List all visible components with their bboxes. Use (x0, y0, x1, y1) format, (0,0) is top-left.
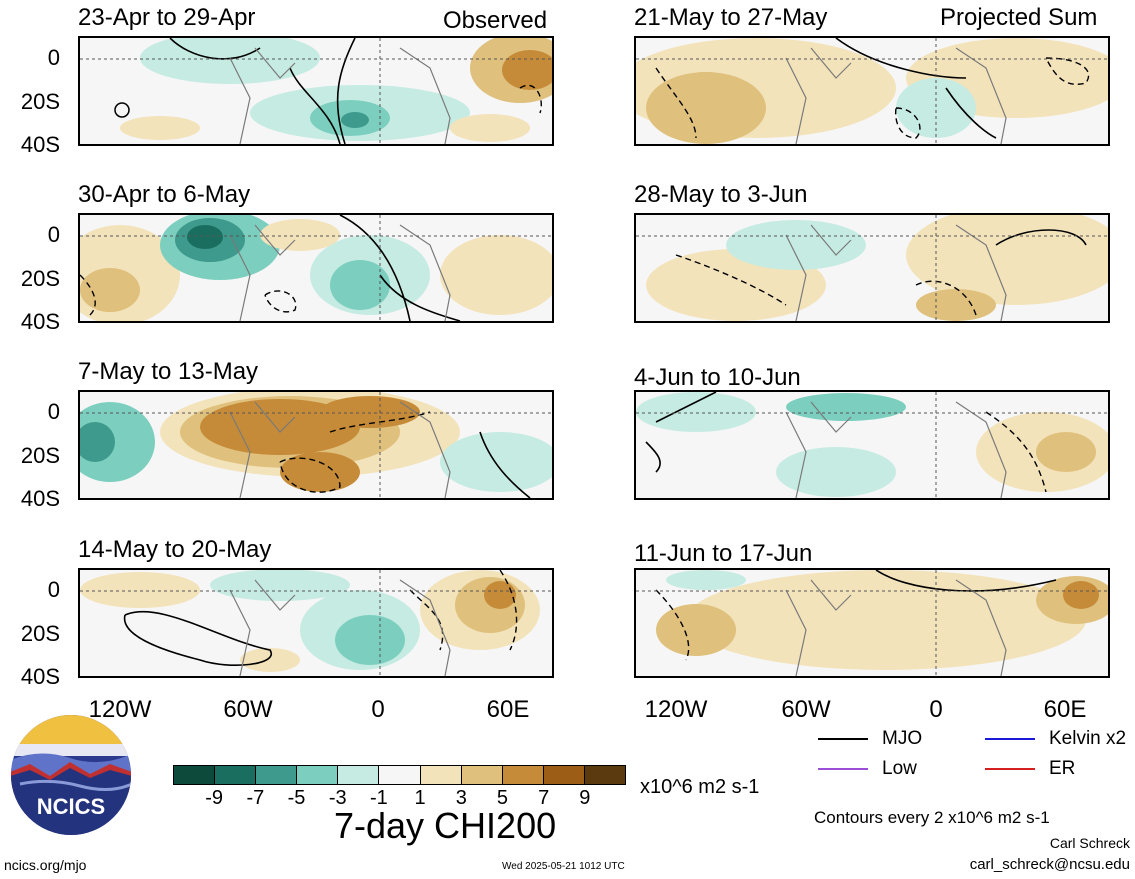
er-line-icon (985, 767, 1035, 770)
colorbar-swatch (379, 766, 421, 784)
main-title: 7-day CHI200 (334, 805, 557, 846)
lat-label: 20S (20, 89, 60, 114)
colorbar-tick-label: -5 (287, 787, 306, 809)
colorbar-tick-label: 9 (579, 787, 591, 809)
lat-label: 20S (20, 266, 60, 291)
panel-title-2: 30-Apr to 6-May (78, 181, 251, 208)
lat-label: 20S (20, 443, 60, 468)
lat-label: 40S (20, 132, 60, 157)
colorbar-tick-label: -3 (328, 787, 347, 809)
lat-label: 0 (47, 399, 60, 424)
colorbar (173, 765, 626, 785)
colorbar-swatch (215, 766, 257, 784)
lon-label: 0 (371, 696, 385, 723)
map-field-6 (636, 215, 1108, 321)
colorbar-tick-label: -9 (205, 787, 224, 809)
colorbar-tick-label: 5 (496, 787, 509, 809)
panel-title-1: 23-Apr to 29-Apr (78, 4, 256, 31)
colorbar-swatch (174, 766, 216, 784)
mjo-line-icon (818, 737, 868, 740)
map-panel-3 (78, 390, 554, 500)
panel-title-8: 11-Jun to 17-Jun (634, 540, 813, 567)
lat-label: 40S (20, 309, 60, 334)
map-panel-8 (634, 568, 1110, 678)
colorbar-swatch (297, 766, 339, 784)
legend-mjo: MJO (818, 728, 922, 750)
colorbar-tick-label: 3 (455, 787, 467, 809)
map-field-4 (80, 570, 552, 676)
panel-title-3: 7-May to 13-May (78, 358, 259, 385)
colorbar-swatch (256, 766, 298, 784)
map-panel-2 (78, 213, 554, 323)
legend-low: Low (818, 758, 917, 780)
kelvin-line-icon (985, 737, 1035, 740)
colorbar-swatch (584, 766, 626, 784)
lat-label: 0 (47, 577, 60, 602)
map-panel-5 (634, 36, 1110, 146)
projected-tag: Projected Sum (940, 4, 1098, 31)
lat-label: 20S (20, 621, 60, 646)
colorbar-tick-label: 7 (538, 787, 550, 809)
map-field-7 (636, 392, 1108, 498)
lat-label: 0 (47, 45, 60, 70)
lon-label: 120W (88, 696, 152, 723)
panel-title-7: 4-Jun to 10-Jun (634, 364, 801, 391)
lat-label: 40S (20, 486, 60, 511)
lon-label: 120W (644, 696, 708, 723)
panel-title-5: 21-May to 27-May (634, 4, 828, 31)
ncics-logo: NCICS (10, 714, 132, 836)
colorbar-swatch (461, 766, 503, 784)
colorbar-swatch (338, 766, 380, 784)
lat-label: 0 (47, 222, 60, 247)
map-field-3 (80, 392, 552, 498)
lon-label: 0 (929, 696, 943, 723)
panel-title-4: 14-May to 20-May (78, 536, 272, 563)
svg-text:NCICS: NCICS (37, 794, 105, 819)
legend-er: ER (985, 758, 1075, 780)
map-panel-7 (634, 390, 1110, 500)
map-panel-1 (78, 36, 554, 146)
author: Carl Schreck (1049, 835, 1130, 851)
map-field-1 (80, 38, 552, 144)
author-email[interactable]: carl_schreck@ncsu.edu (969, 856, 1130, 873)
lon-label: 60E (1043, 696, 1087, 723)
legend-kelvin: Kelvin x2 (985, 728, 1126, 750)
colorbar-tick-label: -7 (246, 787, 265, 809)
map-field-8 (636, 570, 1108, 676)
colorbar-swatch (502, 766, 544, 784)
map-field-2 (80, 215, 552, 321)
low-line-icon (818, 767, 868, 770)
colorbar-swatch (420, 766, 462, 784)
contour-note: Contours every 2 x10^6 m2 s-1 (814, 808, 1050, 827)
colorbar-swatch (543, 766, 585, 784)
colorbar-tick-label: -1 (370, 787, 388, 809)
map-panel-6 (634, 213, 1110, 323)
observed-tag: Observed (443, 7, 548, 34)
panel-title-6: 28-May to 3-Jun (634, 181, 808, 208)
lat-label: 40S (20, 664, 60, 689)
map-field-5 (636, 38, 1108, 144)
map-panel-4 (78, 568, 554, 678)
timestamp: Wed 2025-05-21 1012 UTC (502, 861, 625, 872)
site-url[interactable]: ncics.org/mjo (4, 857, 87, 873)
lon-label: 60E (486, 696, 530, 723)
colorbar-units: x10^6 m2 s-1 (640, 776, 760, 798)
colorbar-tick-label: 1 (414, 787, 426, 809)
lon-label: 60W (781, 696, 831, 723)
lon-label: 60W (223, 696, 273, 723)
